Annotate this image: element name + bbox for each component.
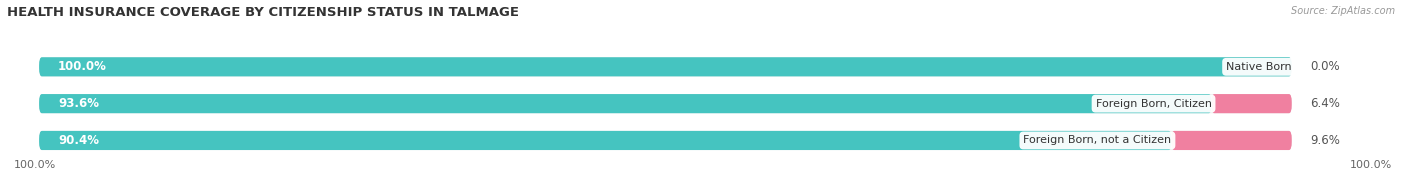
Text: 93.6%: 93.6% [58,97,98,110]
FancyBboxPatch shape [1171,131,1292,150]
FancyBboxPatch shape [39,131,1171,150]
Text: HEALTH INSURANCE COVERAGE BY CITIZENSHIP STATUS IN TALMAGE: HEALTH INSURANCE COVERAGE BY CITIZENSHIP… [7,6,519,19]
FancyBboxPatch shape [39,57,1292,76]
FancyBboxPatch shape [39,94,1292,113]
FancyBboxPatch shape [39,57,1292,76]
Text: 100.0%: 100.0% [58,60,107,73]
Text: 0.0%: 0.0% [1310,60,1340,73]
Text: Foreign Born, Citizen: Foreign Born, Citizen [1095,99,1212,109]
FancyBboxPatch shape [1212,94,1292,113]
Text: 100.0%: 100.0% [1350,160,1392,170]
Text: Foreign Born, not a Citizen: Foreign Born, not a Citizen [1024,135,1171,145]
Text: 100.0%: 100.0% [14,160,56,170]
FancyBboxPatch shape [39,94,1212,113]
Text: 90.4%: 90.4% [58,134,98,147]
Text: Native Born: Native Born [1226,62,1292,72]
Text: Source: ZipAtlas.com: Source: ZipAtlas.com [1291,6,1395,16]
Text: 6.4%: 6.4% [1310,97,1340,110]
FancyBboxPatch shape [39,131,1292,150]
Text: 9.6%: 9.6% [1310,134,1340,147]
